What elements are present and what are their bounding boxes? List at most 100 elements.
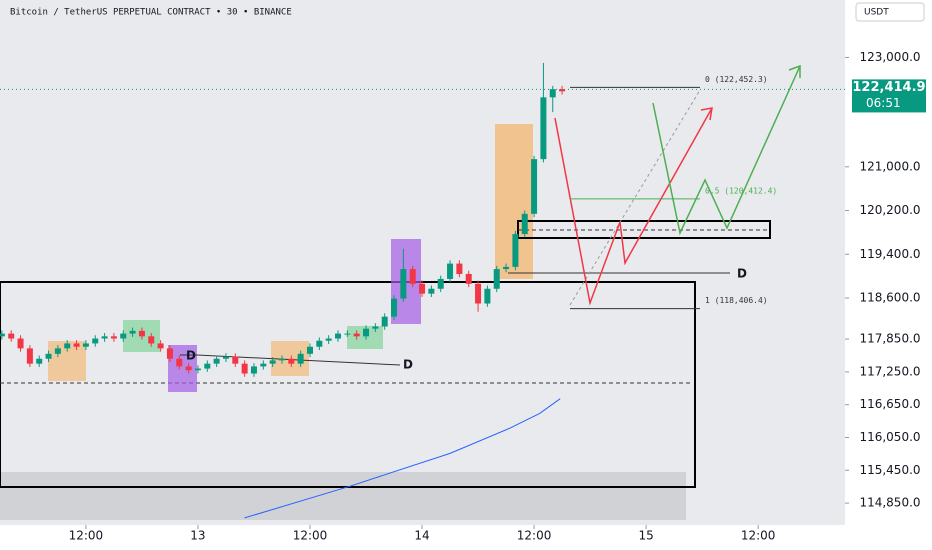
y-tick-label: 118,600.0 [859,291,920,305]
plot-background [0,0,845,525]
candle-body [493,269,500,289]
y-tick-label: 119,400.0 [859,247,920,261]
candle-body [101,336,108,339]
annotation: D [186,349,196,363]
candle-body [391,298,398,317]
candle-body [409,269,416,284]
candle-body [400,269,407,299]
candle-body [36,358,43,364]
candle-body [185,366,192,371]
candle-body [17,338,24,349]
candle-body [372,326,379,329]
y-tick-label: 116,650.0 [859,397,920,411]
candle-body [26,348,33,364]
candle-body [213,358,220,364]
candle-body [129,330,136,334]
x-tick-label: 12:00 [69,529,104,543]
candle-body [484,288,491,304]
candle-body [335,333,341,339]
candle-body [437,278,444,289]
x-tick-label: 13 [190,529,205,543]
y-tick-label: 121,000.0 [859,159,920,173]
zone [347,326,383,349]
candle-body [157,343,164,349]
candle-body [503,266,510,270]
candle-body [512,234,519,267]
candle-body [0,333,5,337]
chart-title: Bitcoin / TetherUS PERPETUAL CONTRACT • … [10,8,292,18]
candle-body [204,363,211,369]
projection-arrow [652,65,801,236]
countdown: 06:51 [866,96,901,110]
annotation: D [737,267,747,281]
candle-body [325,338,332,341]
candle-body [559,89,566,92]
x-tick-label: 12:00 [517,529,552,543]
candle-body [8,333,15,339]
candle-body [176,358,183,367]
time-axis [0,525,845,550]
candle-body [316,340,323,347]
candle-body [428,288,435,294]
candle-body [269,360,276,364]
y-tick-label: 115,450.0 [859,463,920,477]
zone [0,472,686,520]
candle-body [64,343,71,349]
annotation: D [403,358,413,372]
candle-body [278,358,285,361]
candle-body [381,316,388,327]
candle-body [194,368,201,371]
candle-body [521,213,528,235]
candle-body [260,363,267,367]
last-price-box [852,79,926,113]
candle-body [82,343,89,347]
last-price-label: 122,414.9 [852,80,925,95]
x-tick-label: 15 [638,529,653,543]
candle-body [549,89,556,98]
currency[interactable]: USDT [864,8,889,18]
x-tick-label: 14 [414,529,429,543]
candle-body [138,330,145,337]
candle-body [120,333,127,339]
projection-arrow [554,107,713,306]
candle-body [353,333,360,337]
candle-body [232,356,239,364]
y-tick-label: 117,250.0 [859,364,920,378]
fib-label: 0 (122,452.3) [705,75,768,84]
candle-body [475,283,482,304]
candle-body [306,346,313,354]
fib-label: 0.5 (120,412.4) [705,186,777,195]
candle-body [222,356,229,359]
arrow-head [700,107,713,121]
y-tick-label: 116,050.0 [859,430,920,444]
fib-label: 1 (118,406.4) [705,296,768,305]
candle-body [166,348,173,359]
y-tick-label: 123,000.0 [859,50,920,64]
candle-body [250,366,257,374]
x-tick-label: 12:00 [741,529,776,543]
candle-body [540,97,547,160]
candle-body [531,159,538,214]
y-tick-label: 120,200.0 [859,203,920,217]
candle-body [447,263,454,279]
y-tick-label: 114,850.0 [859,496,920,510]
currency-button[interactable] [855,2,925,22]
candle-body [241,363,248,374]
candle-body [297,353,304,364]
candle-body [456,263,463,274]
candle-body [344,333,351,335]
candle-body [419,283,426,294]
candle-body [54,348,61,354]
y-tick-label: 117,850.0 [859,332,920,346]
candle-body [288,358,295,364]
candle-body [148,336,155,344]
x-tick-label: 12:00 [293,529,328,543]
candle-body [363,328,370,337]
moving-average [244,398,561,519]
candle-body [92,338,99,344]
arrow-head [788,64,801,78]
candle-body [465,273,472,284]
candle-body [110,336,117,339]
